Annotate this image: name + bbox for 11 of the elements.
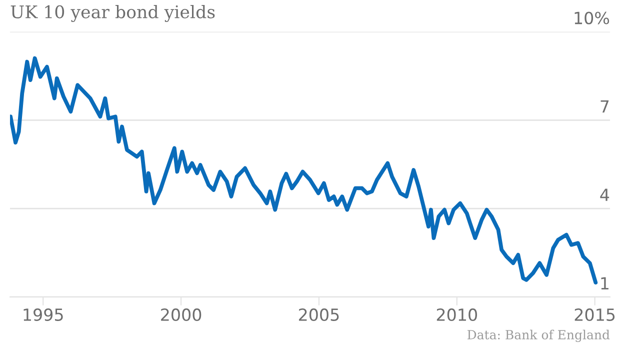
x-tick-label: 1995 [24,308,63,322]
y-tick-label: 1 [601,277,608,290]
y-tick-label: 7 [600,100,609,112]
x-tick-label: 2000 [161,308,202,322]
y-tick-label: 4 [600,188,610,201]
chart-title: UK 10 year bond yields [10,4,215,22]
y-tick-label: 10% [574,12,610,24]
x-tick-label: 2010 [436,308,477,322]
x-tick-label: 2015 [574,308,615,322]
x-tick-label: 2005 [298,308,339,322]
text: Data: Bank of England [468,330,610,342]
